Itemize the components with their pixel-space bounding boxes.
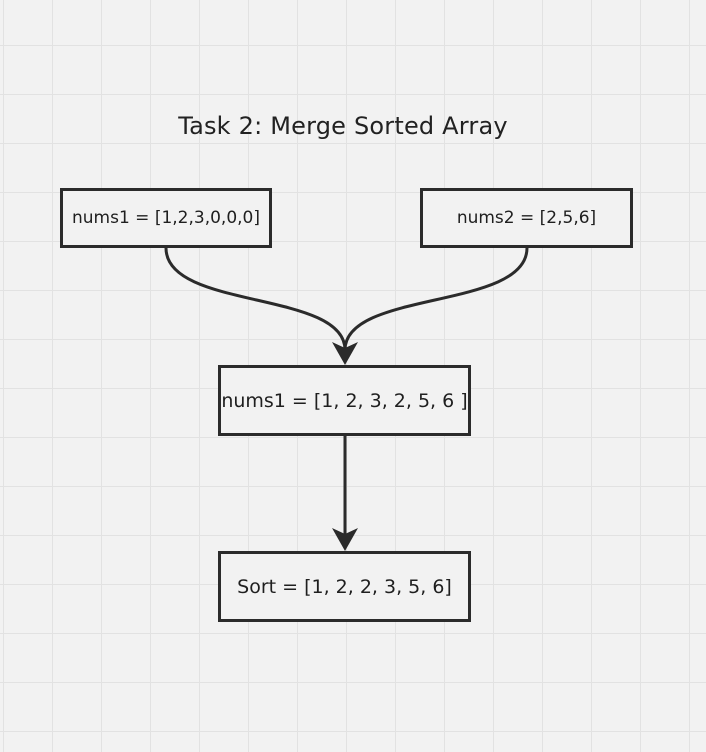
arrowhead-merged (332, 342, 358, 365)
node-sorted-label: Sort = [1, 2, 2, 3, 5, 6] (237, 575, 452, 598)
node-nums2-input-label: nums2 = [2,5,6] (456, 208, 597, 228)
edge-nums1-to-merged (164, 247, 347, 351)
node-merged: nums1 = [1, 2, 3, 2, 5, 6 ] (218, 365, 471, 436)
node-nums2-input: nums2 = [2,5,6] (420, 188, 633, 248)
node-nums1-input: nums1 = [1,2,3,0,0,0] (60, 188, 272, 248)
diagram-title: Task 2: Merge Sorted Array (178, 112, 508, 140)
arrowhead-sorted (332, 528, 358, 551)
node-merged-label: nums1 = [1, 2, 3, 2, 5, 6 ] (221, 389, 468, 412)
node-nums1-input-label: nums1 = [1,2,3,0,0,0] (71, 208, 260, 228)
node-sorted: Sort = [1, 2, 2, 3, 5, 6] (218, 551, 471, 622)
edge-nums2-to-merged (343, 247, 529, 351)
